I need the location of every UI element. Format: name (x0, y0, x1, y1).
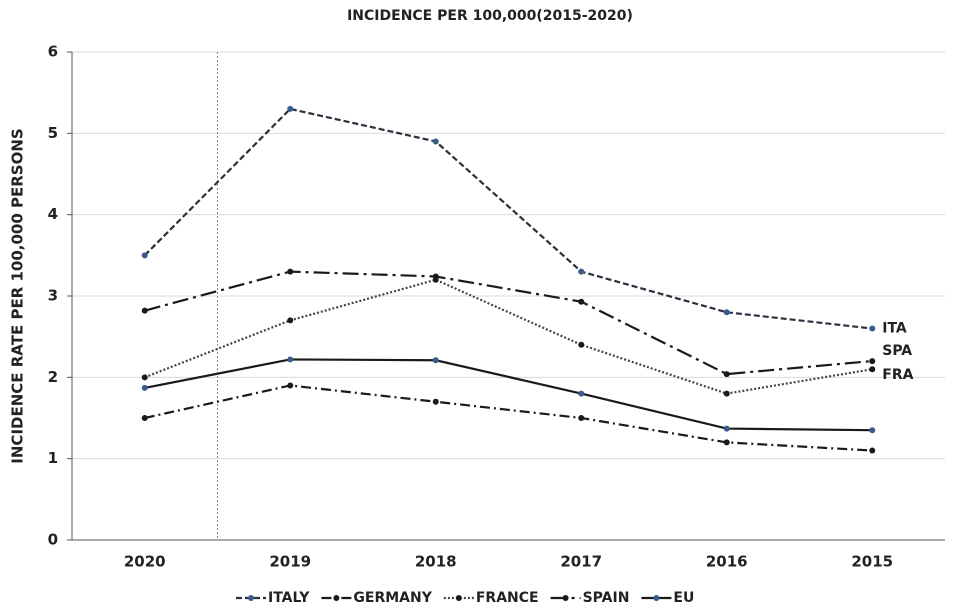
y-tick-label: 0 (48, 531, 58, 549)
point (869, 366, 876, 373)
legend-marker (653, 595, 660, 601)
point (723, 371, 730, 378)
point (869, 325, 876, 332)
point (723, 425, 730, 432)
legend-marker (333, 595, 340, 601)
y-tick-label: 1 (48, 449, 58, 467)
point (287, 268, 294, 275)
point (287, 105, 294, 112)
point (578, 268, 585, 275)
x-tick-label: 2015 (851, 553, 893, 571)
series-line (144, 358, 873, 432)
y-axis-label: INCIDENCE RATE PER 100,000 PERSONS (9, 128, 27, 463)
point (723, 390, 730, 397)
chart-title: INCIDENCE PER 100,000(2015-2020) (347, 8, 633, 24)
legend-label: EU (673, 590, 694, 606)
legend-label: ITALY (268, 590, 310, 606)
legend-label: FRANCE (476, 590, 539, 606)
x-tick-label: 2017 (560, 553, 602, 571)
series-line (144, 278, 873, 395)
point (141, 374, 148, 381)
series-line (143, 107, 873, 330)
point (432, 273, 439, 280)
y-tick-label: 6 (48, 43, 58, 61)
point (141, 307, 148, 314)
end-label: ITA (882, 321, 907, 337)
point (578, 390, 585, 397)
legend-marker (455, 595, 462, 601)
point (432, 398, 439, 405)
point (141, 384, 148, 391)
y-tick-label: 4 (48, 205, 58, 223)
x-tick-label: 2020 (124, 553, 166, 571)
point (141, 252, 148, 259)
legend-marker (248, 595, 254, 601)
point (141, 415, 148, 421)
point (869, 427, 876, 434)
legend-label: SPAIN (583, 590, 630, 606)
point (723, 309, 730, 316)
point (287, 317, 294, 324)
point (869, 447, 876, 454)
end-label: FRA (882, 367, 913, 383)
series-line (144, 384, 873, 452)
point (723, 439, 730, 446)
point (578, 415, 585, 421)
x-tick-label: 2018 (415, 553, 457, 571)
point (578, 341, 585, 348)
y-tick-label: 3 (48, 287, 58, 305)
point (287, 382, 294, 389)
y-tick-label: 2 (48, 368, 58, 386)
legend-marker (562, 595, 569, 601)
point (432, 138, 439, 145)
point (869, 358, 876, 365)
x-tick-label: 2019 (269, 553, 311, 571)
x-tick-label: 2016 (706, 553, 748, 571)
point (287, 356, 294, 363)
y-tick-label: 5 (48, 124, 58, 142)
series-line (144, 270, 873, 376)
point (432, 357, 439, 364)
legend-label: GERMANY (353, 590, 432, 606)
point (578, 298, 585, 305)
end-label: SPA (882, 343, 912, 359)
